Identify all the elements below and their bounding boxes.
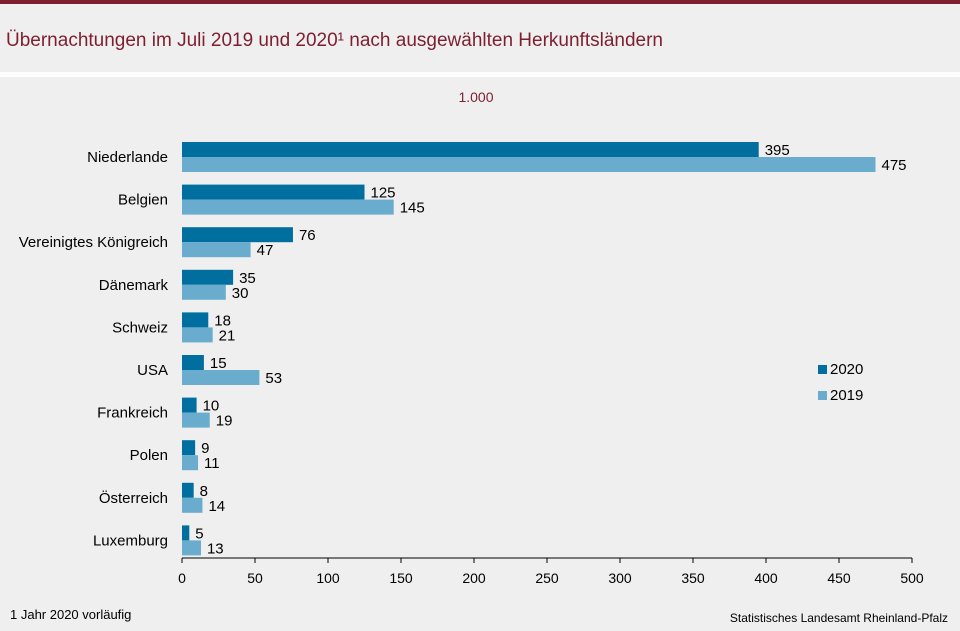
x-tick-label: 50 — [247, 570, 263, 586]
bar-2019 — [182, 242, 251, 258]
legend-swatch-2019 — [818, 391, 827, 400]
category-label: Belgien — [118, 192, 168, 209]
bar-2019 — [182, 284, 226, 300]
category-label: Niederlande — [87, 149, 168, 166]
data-label: 9 — [201, 440, 209, 457]
chart-title: Übernachtungen im Juli 2019 und 2020¹ na… — [6, 30, 663, 51]
data-label: 125 — [371, 185, 396, 202]
data-label: 5 — [195, 525, 203, 542]
x-tick-label: 250 — [535, 570, 559, 586]
bar-2019 — [182, 157, 876, 172]
data-label: 30 — [232, 285, 249, 302]
data-label: 14 — [208, 498, 225, 515]
category-label: Dänemark — [99, 277, 169, 294]
x-tick-label: 100 — [316, 570, 340, 586]
x-tick-label: 400 — [754, 570, 778, 586]
source-label: Statistisches Landesamt Rheinland-Pfalz — [729, 611, 948, 625]
x-tick-label: 200 — [462, 570, 486, 586]
bar-2020 — [182, 397, 197, 413]
data-label: 13 — [207, 540, 224, 557]
data-label: 145 — [400, 200, 425, 217]
bar-2020 — [182, 482, 194, 498]
data-label: 18 — [214, 312, 231, 329]
unit-label: 1.000 — [458, 89, 494, 105]
data-label: 395 — [765, 142, 790, 159]
x-axis: 0 50 100 150 200 250 300 350 400 450 500 — [178, 557, 924, 586]
top-accent-bar — [0, 0, 960, 4]
data-label: 76 — [299, 227, 316, 244]
data-label: 21 — [219, 327, 236, 344]
bar-2019 — [182, 327, 213, 343]
category-label: Polen — [130, 447, 168, 464]
bar-2020 — [182, 312, 209, 328]
bar-2020 — [182, 525, 190, 541]
legend-label: 2019 — [830, 387, 863, 404]
bar-2020 — [182, 440, 196, 456]
bar-2020 — [182, 142, 759, 157]
data-label: 8 — [200, 483, 208, 500]
x-tick-label: 0 — [178, 570, 186, 586]
legend-swatch-2020 — [818, 365, 827, 374]
bar-2019 — [182, 199, 394, 215]
data-label: 47 — [257, 242, 274, 259]
category-label: Österreich — [99, 489, 168, 507]
category-label: Frankreich — [97, 405, 168, 422]
x-tick-label: 350 — [681, 570, 705, 586]
data-label: 35 — [239, 270, 256, 287]
x-tick-label: 150 — [389, 570, 413, 586]
legend: 2020 2019 — [818, 361, 863, 404]
data-label: 11 — [204, 455, 220, 472]
bar-2020 — [182, 269, 234, 285]
legend-label: 2020 — [830, 361, 863, 378]
data-label: 19 — [216, 413, 233, 430]
x-tick-label: 300 — [608, 570, 632, 586]
chart-header: Übernachtungen im Juli 2019 und 2020¹ na… — [0, 4, 960, 72]
bar-2020 — [182, 355, 204, 370]
category-label: Vereinigtes Königreich — [19, 234, 168, 251]
bar-2020 — [182, 184, 365, 200]
footnote: 1 Jahr 2020 vorläufig — [10, 607, 132, 622]
data-label: 15 — [210, 355, 227, 372]
data-label: 10 — [203, 398, 220, 415]
bar-2020 — [182, 227, 293, 243]
bar-2019 — [182, 412, 210, 428]
data-label: 53 — [265, 370, 282, 387]
bar-2019 — [182, 540, 201, 556]
category-label: USA — [137, 362, 168, 379]
header-separator — [0, 72, 960, 77]
category-label: Schweiz — [112, 319, 168, 336]
category-label: Luxemburg — [93, 532, 168, 549]
bar-2019 — [182, 497, 203, 513]
bar-2019 — [182, 455, 199, 471]
x-tick-label: 500 — [900, 570, 924, 586]
data-label: 475 — [882, 157, 907, 174]
bar-2019 — [182, 370, 260, 385]
x-tick-label: 450 — [827, 570, 851, 586]
